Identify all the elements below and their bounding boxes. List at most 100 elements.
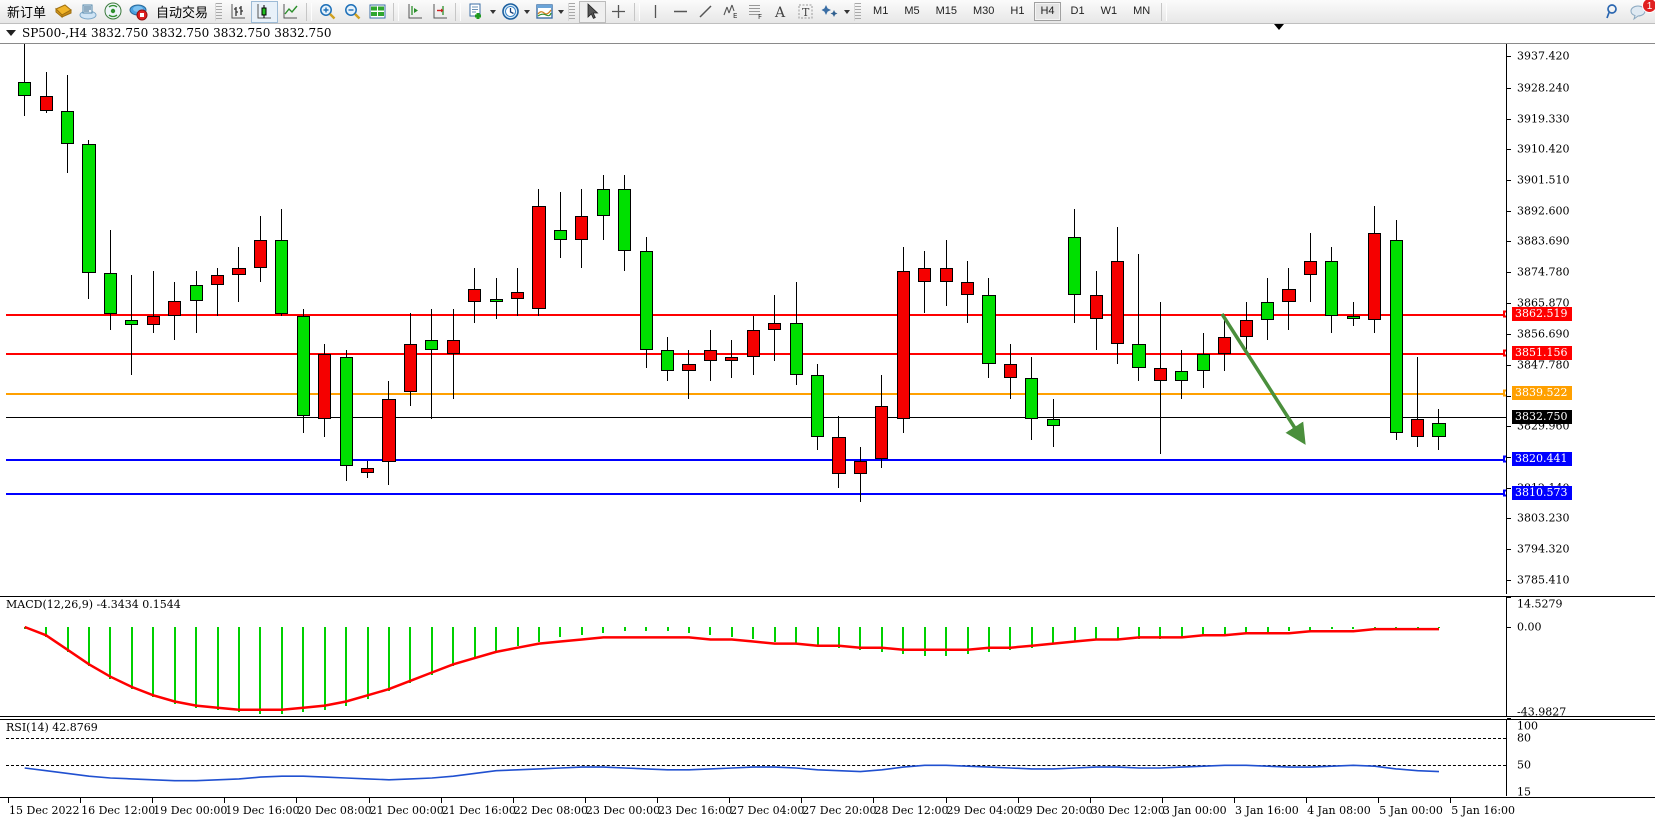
- search-icon[interactable]: [1601, 1, 1626, 23]
- crosshair-position-marker-icon: [1274, 24, 1284, 30]
- rsi-indicator-panel[interactable]: RSI(14) 42.8769 100 80 50 15: [0, 719, 1655, 799]
- price-line-handle-4[interactable]: [1503, 455, 1506, 463]
- macd-histogram-bar: [859, 627, 862, 650]
- zoom-out-icon[interactable]: [340, 1, 365, 23]
- price-badge-pivot[interactable]: 3839.522: [1512, 386, 1572, 401]
- toolbar-grip-1[interactable]: [215, 2, 223, 21]
- price-tick-mark: [1507, 56, 1511, 58]
- period-dropdown-arrow[interactable]: [524, 9, 531, 14]
- price-line-support-5[interactable]: [6, 493, 1506, 496]
- bar-chart-icon[interactable]: [226, 1, 251, 23]
- macd-indicator-panel[interactable]: MACD(12,26,9) -4.3434 0.1544 14.5279 0.00…: [0, 596, 1655, 719]
- rsi-tick-label: 50: [1517, 758, 1531, 772]
- auto-trading-label-item[interactable]: 自动交易: [151, 1, 213, 23]
- time-tick-label: 23 Dec 16:00: [658, 804, 733, 817]
- macd-histogram-bar: [773, 627, 776, 642]
- price-line-pivot-2[interactable]: [6, 393, 1506, 396]
- price-tick-label: 3865.870: [1517, 296, 1570, 310]
- rsi-plot-area[interactable]: [6, 720, 1506, 796]
- candle: [275, 44, 289, 594]
- candle-body: [339, 357, 353, 466]
- candle-wick: [152, 271, 154, 334]
- macd-histogram-bar: [1073, 627, 1076, 642]
- price-line-resistance-0[interactable]: [6, 314, 1506, 317]
- fibonacci-icon[interactable]: F: [743, 1, 768, 23]
- price-line-handle-1[interactable]: [1503, 349, 1506, 357]
- trendline-icon[interactable]: [693, 1, 718, 23]
- candle: [446, 44, 460, 594]
- price-tick-mark: [1507, 241, 1511, 243]
- zoom-in-icon[interactable]: [315, 1, 340, 23]
- candle-body: [489, 298, 503, 303]
- text-icon[interactable]: A: [768, 1, 793, 23]
- line-chart-icon[interactable]: [278, 1, 303, 23]
- cursor-icon[interactable]: [579, 0, 607, 23]
- time-tick-label: 5 Jan 16:00: [1451, 804, 1516, 817]
- objects-icon[interactable]: [818, 1, 843, 23]
- price-line-support-4[interactable]: [6, 459, 1506, 462]
- macd-plot-area[interactable]: [6, 597, 1506, 716]
- elliott-wave-icon[interactable]: E: [718, 1, 743, 23]
- price-badge-support[interactable]: 3810.573: [1512, 486, 1572, 501]
- timeframe-m5[interactable]: M5: [904, 5, 920, 17]
- macd-histogram-bar: [645, 627, 648, 632]
- price-badge-resistance[interactable]: 3851.156: [1512, 346, 1572, 361]
- timeframe-w1[interactable]: W1: [1100, 5, 1118, 17]
- time-tick-label: 27 Dec 04:00: [730, 804, 805, 817]
- candle-body: [1282, 288, 1296, 303]
- price-badge-resistance[interactable]: 3862.519: [1512, 307, 1572, 322]
- shift-end-icon[interactable]: [427, 1, 452, 23]
- price-chart-panel[interactable]: 3937.420 3928.240 3919.330 3910.420 3901.510…: [0, 43, 1655, 594]
- price-badge-last-price[interactable]: 3832.750: [1512, 409, 1572, 424]
- templates-dropdown-arrow[interactable]: [558, 9, 565, 14]
- add-indicator-dropdown-arrow[interactable]: [490, 9, 497, 14]
- timeframe-mn[interactable]: MN: [1133, 5, 1151, 17]
- chart-menu-caret-icon[interactable]: [6, 30, 16, 36]
- candle: [103, 44, 118, 594]
- timeframe-d1[interactable]: D1: [1070, 5, 1085, 17]
- crosshair-icon[interactable]: [606, 1, 631, 23]
- period-icon[interactable]: [498, 1, 523, 23]
- candle-body: [1239, 319, 1253, 337]
- signal-icon[interactable]: [101, 1, 126, 23]
- price-plot-area[interactable]: [6, 44, 1506, 594]
- shift-start-icon[interactable]: [402, 1, 427, 23]
- price-line-handle-0[interactable]: [1503, 310, 1506, 318]
- price-line-handle-2[interactable]: [1503, 389, 1506, 397]
- horizontal-line-icon[interactable]: [668, 1, 693, 23]
- timeframe-m15[interactable]: M15: [935, 5, 957, 17]
- candle: [660, 44, 675, 594]
- templates-icon[interactable]: [532, 1, 557, 23]
- price-line-handle-5[interactable]: [1503, 489, 1506, 497]
- timeframe-h4[interactable]: H4: [1034, 2, 1061, 21]
- candle-body: [896, 271, 910, 420]
- tile-windows-icon[interactable]: [365, 1, 390, 23]
- price-line-last-price-3[interactable]: [6, 416, 1506, 418]
- snapshot-icon[interactable]: [51, 1, 76, 23]
- cloud-icon[interactable]: [76, 1, 101, 23]
- price-tick-mark: [1507, 365, 1511, 367]
- macd-tick-mark: [1507, 627, 1511, 629]
- label-icon[interactable]: T: [793, 1, 818, 23]
- autotrading-button[interactable]: [126, 1, 151, 23]
- add-indicator-icon[interactable]: [464, 1, 489, 23]
- objects-dropdown-arrow[interactable]: [844, 9, 851, 14]
- macd-histogram-bar: [1309, 627, 1312, 632]
- alerts-icon[interactable]: 1: [1626, 0, 1655, 23]
- vertical-line-icon[interactable]: [643, 1, 668, 23]
- price-axis[interactable]: 3937.420 3928.240 3919.330 3910.420 3901.510…: [1506, 44, 1655, 594]
- timeframe-m1[interactable]: M1: [873, 5, 889, 17]
- toolbar-grip-3[interactable]: [854, 2, 862, 21]
- toolbar-grip-2[interactable]: [568, 2, 576, 21]
- candle: [768, 44, 782, 594]
- timeframe-h1[interactable]: H1: [1010, 5, 1025, 17]
- timeframe-m30[interactable]: M30: [973, 5, 995, 17]
- time-axis[interactable]: 15 Dec 2022 16 Dec 12:00 19 Dec 00:00 19 De…: [0, 797, 1655, 827]
- price-badge-support[interactable]: 3820.441: [1512, 452, 1572, 467]
- time-tick-mark: [1378, 798, 1380, 803]
- price-tick-mark: [1507, 579, 1511, 581]
- price-tick-mark: [1507, 179, 1511, 181]
- new-order-button[interactable]: 新订单: [2, 1, 51, 23]
- macd-histogram-bar: [66, 627, 69, 652]
- candlestick-icon[interactable]: [251, 0, 279, 23]
